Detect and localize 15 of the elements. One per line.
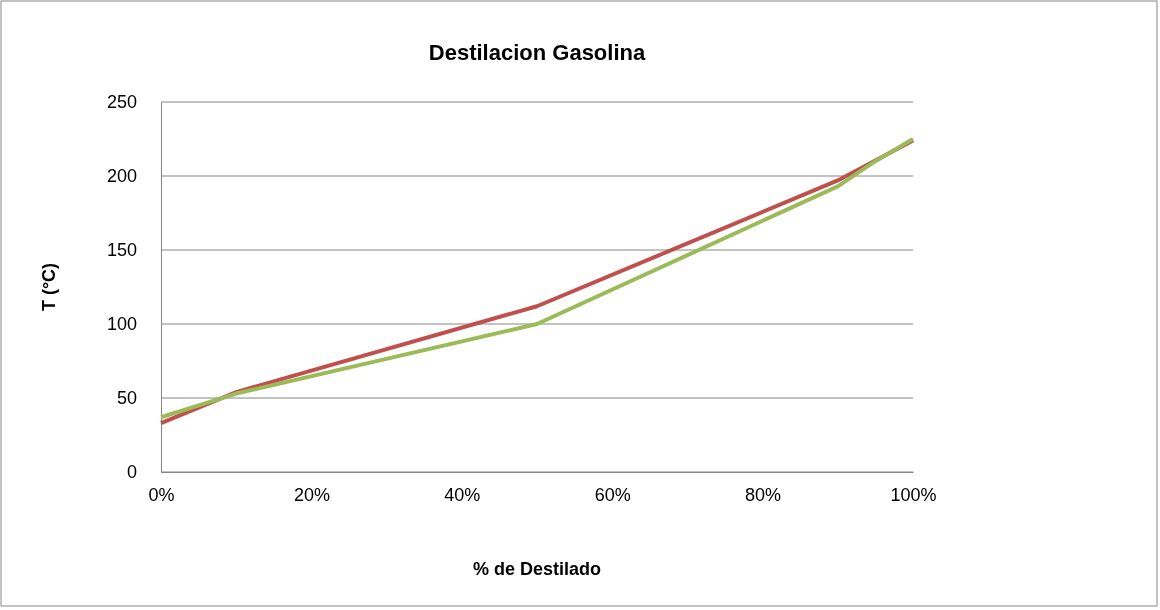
y-tick-label: 250	[106, 92, 137, 113]
x-tick-label: 80%	[745, 484, 782, 505]
x-tick-label: 100%	[890, 484, 937, 505]
x-tick-label: 40%	[444, 484, 481, 505]
x-axis-title: % de Destilado	[472, 559, 602, 579]
chart-title: Destilacion Gasolina	[428, 40, 646, 65]
x-tick-label: 20%	[293, 484, 330, 505]
y-tick-label: 200	[106, 166, 137, 187]
y-axis-title: T (°C)	[39, 262, 59, 312]
x-tick-label: 60%	[594, 484, 631, 505]
x-tick-label: 0%	[148, 484, 175, 505]
y-tick-label: 150	[106, 240, 137, 261]
y-tick-label: 50	[116, 388, 137, 409]
y-tick-label: 0	[126, 462, 137, 483]
y-tick-label: 100	[106, 314, 137, 335]
